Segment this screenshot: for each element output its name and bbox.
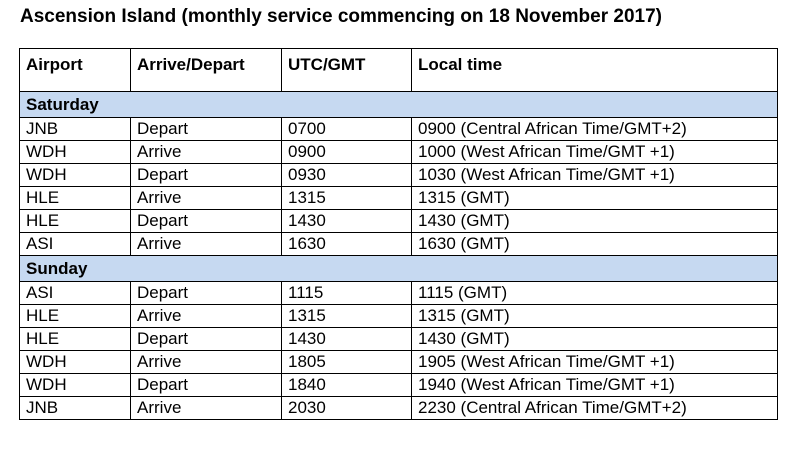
table-row: JNB Depart 0700 0900 (Central African Ti…	[19, 117, 778, 141]
cell-utc-gmt: 0930	[281, 163, 412, 187]
cell-utc-gmt: 0900	[281, 140, 412, 164]
column-header-local-time: Local time	[411, 48, 778, 92]
cell-local-time: 1315 (GMT)	[411, 304, 778, 328]
cell-airport: HLE	[19, 327, 131, 351]
cell-local-time: 1315 (GMT)	[411, 186, 778, 210]
cell-local-time: 1905 (West African Time/GMT +1)	[411, 350, 778, 374]
cell-local-time: 1000 (West African Time/GMT +1)	[411, 140, 778, 164]
cell-airport: HLE	[19, 304, 131, 328]
column-header-arrive-depart: Arrive/Depart	[130, 48, 282, 92]
cell-airport: JNB	[19, 117, 131, 141]
section-row-saturday: Saturday	[19, 91, 778, 118]
cell-arrive-depart: Arrive	[130, 350, 282, 374]
cell-airport: WDH	[19, 163, 131, 187]
cell-airport: HLE	[19, 209, 131, 233]
cell-arrive-depart: Depart	[130, 163, 282, 187]
table-row: JNB Arrive 2030 2230 (Central African Ti…	[19, 396, 778, 420]
cell-airport: HLE	[19, 186, 131, 210]
cell-local-time: 2230 (Central African Time/GMT+2)	[411, 396, 778, 420]
cell-airport: WDH	[19, 350, 131, 374]
column-header-airport: Airport	[19, 48, 131, 92]
table-header-row: Airport Arrive/Depart UTC/GMT Local time	[19, 48, 778, 92]
cell-local-time: 1630 (GMT)	[411, 232, 778, 256]
cell-arrive-depart: Arrive	[130, 232, 282, 256]
cell-utc-gmt: 1315	[281, 186, 412, 210]
section-row-sunday: Sunday	[19, 255, 778, 282]
cell-utc-gmt: 1630	[281, 232, 412, 256]
cell-arrive-depart: Depart	[130, 117, 282, 141]
cell-utc-gmt: 1430	[281, 209, 412, 233]
cell-arrive-depart: Arrive	[130, 396, 282, 420]
table-row: ASI Arrive 1630 1630 (GMT)	[19, 232, 778, 256]
cell-local-time: 1430 (GMT)	[411, 209, 778, 233]
cell-local-time: 0900 (Central African Time/GMT+2)	[411, 117, 778, 141]
cell-utc-gmt: 1430	[281, 327, 412, 351]
cell-utc-gmt: 0700	[281, 117, 412, 141]
cell-airport: WDH	[19, 373, 131, 397]
cell-local-time: 1115 (GMT)	[411, 281, 778, 305]
cell-utc-gmt: 2030	[281, 396, 412, 420]
cell-utc-gmt: 1115	[281, 281, 412, 305]
cell-local-time: 1430 (GMT)	[411, 327, 778, 351]
cell-arrive-depart: Arrive	[130, 304, 282, 328]
cell-arrive-depart: Depart	[130, 327, 282, 351]
table-row: WDH Depart 1840 1940 (West African Time/…	[19, 373, 778, 397]
cell-arrive-depart: Depart	[130, 209, 282, 233]
cell-airport: ASI	[19, 232, 131, 256]
cell-arrive-depart: Arrive	[130, 186, 282, 210]
cell-arrive-depart: Depart	[130, 373, 282, 397]
section-label: Sunday	[19, 255, 778, 282]
table-row: HLE Depart 1430 1430 (GMT)	[19, 209, 778, 233]
cell-utc-gmt: 1315	[281, 304, 412, 328]
table-row: WDH Arrive 1805 1905 (West African Time/…	[19, 350, 778, 374]
table-row: HLE Depart 1430 1430 (GMT)	[19, 327, 778, 351]
column-header-utc-gmt: UTC/GMT	[281, 48, 412, 92]
table-row: ASI Depart 1115 1115 (GMT)	[19, 281, 778, 305]
table-row: HLE Arrive 1315 1315 (GMT)	[19, 186, 778, 210]
table-row: WDH Arrive 0900 1000 (West African Time/…	[19, 140, 778, 164]
section-label: Saturday	[19, 91, 778, 118]
cell-airport: ASI	[19, 281, 131, 305]
cell-utc-gmt: 1840	[281, 373, 412, 397]
page-title: Ascension Island (monthly service commen…	[20, 6, 662, 27]
cell-local-time: 1030 (West African Time/GMT +1)	[411, 163, 778, 187]
cell-utc-gmt: 1805	[281, 350, 412, 374]
table-row: WDH Depart 0930 1030 (West African Time/…	[19, 163, 778, 187]
table-row: HLE Arrive 1315 1315 (GMT)	[19, 304, 778, 328]
cell-airport: JNB	[19, 396, 131, 420]
cell-local-time: 1940 (West African Time/GMT +1)	[411, 373, 778, 397]
cell-arrive-depart: Arrive	[130, 140, 282, 164]
cell-airport: WDH	[19, 140, 131, 164]
flight-schedule-table: Airport Arrive/Depart UTC/GMT Local time…	[19, 48, 778, 420]
cell-arrive-depart: Depart	[130, 281, 282, 305]
